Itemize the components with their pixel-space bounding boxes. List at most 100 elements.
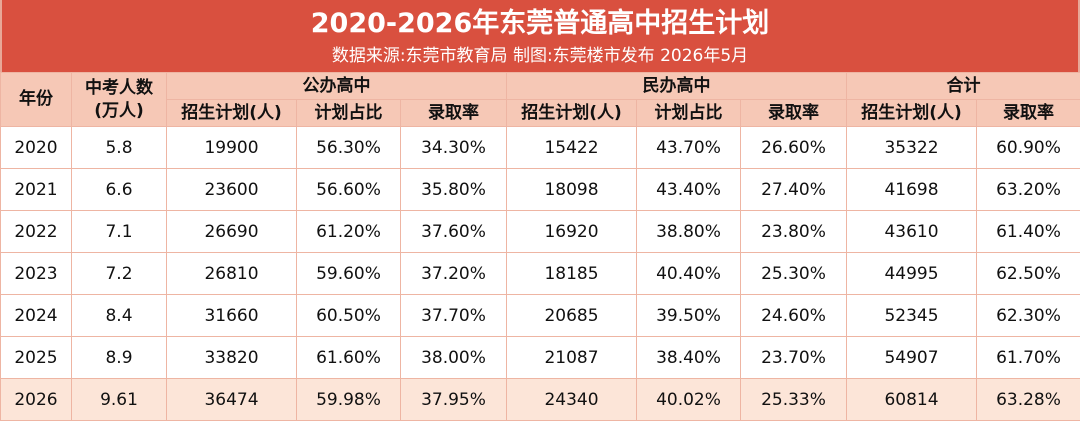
cell-private-plan: 21087 (506, 336, 637, 379)
cell-private-ratio: 38.40% (636, 336, 741, 379)
cell-private-ratio: 43.40% (636, 168, 741, 211)
cell-public-plan: 23600 (166, 168, 297, 211)
cell-private-rate: 25.30% (740, 252, 847, 295)
cell-exam-count: 8.9 (71, 336, 167, 379)
title-bar: 2020-2026年东莞普通高中招生计划 数据来源:东莞市教育局 制图:东莞楼市… (0, 0, 1080, 72)
header-private-rate: 录取率 (740, 99, 847, 127)
cell-public-rate: 38.00% (400, 336, 507, 379)
cell-exam-count: 8.4 (71, 294, 167, 337)
cell-total-plan: 52345 (846, 294, 977, 337)
header-public-rate: 录取率 (400, 99, 507, 127)
cell-total-rate: 63.28% (976, 378, 1080, 421)
cell-total-rate: 61.70% (976, 336, 1080, 379)
cell-total-plan: 54907 (846, 336, 977, 379)
cell-year: 2023 (0, 252, 72, 295)
cell-public-rate: 34.30% (400, 126, 507, 169)
header-public-ratio: 计划占比 (296, 99, 401, 127)
cell-private-plan: 16920 (506, 210, 637, 253)
cell-public-plan: 36474 (166, 378, 297, 421)
cell-exam-count: 6.6 (71, 168, 167, 211)
header-private-group: 民办高中 (506, 72, 847, 100)
enrollment-table: 年份 中考人数 (万人) 公办高中 民办高中 合计 招生计划(人) 计划占比 录… (0, 72, 1080, 421)
cell-exam-count: 9.61 (71, 378, 167, 421)
header-row-columns: 招生计划(人) 计划占比 录取率 招生计划(人) 计划占比 录取率 招生计划(人… (1, 99, 1080, 127)
cell-total-rate: 62.50% (976, 252, 1080, 295)
cell-public-ratio: 56.60% (296, 168, 401, 211)
cell-private-plan: 24340 (506, 378, 637, 421)
cell-total-rate: 61.40% (976, 210, 1080, 253)
cell-private-plan: 15422 (506, 126, 637, 169)
cell-private-rate: 23.70% (740, 336, 847, 379)
cell-private-ratio: 38.80% (636, 210, 741, 253)
cell-private-rate: 27.40% (740, 168, 847, 211)
cell-public-plan: 33820 (166, 336, 297, 379)
cell-private-ratio: 40.40% (636, 252, 741, 295)
cell-public-rate: 35.80% (400, 168, 507, 211)
header-total-rate: 录取率 (976, 99, 1080, 127)
table-row: 2025 8.9 33820 61.60% 38.00% 21087 38.40% 23.70… (0, 336, 1080, 379)
cell-private-rate: 24.60% (740, 294, 847, 337)
header-public-group: 公办高中 (166, 72, 507, 100)
source-subtitle: 数据来源:东莞市教育局 制图:东莞楼市发布 2026年5月 (331, 46, 749, 66)
header-exam-count-line2: (万人) (94, 100, 144, 121)
header-total-group: 合计 (846, 72, 1080, 100)
cell-private-plan: 18185 (506, 252, 637, 295)
cell-total-plan: 44995 (846, 252, 977, 295)
table-row: 2021 6.6 23600 56.60% 35.80% 18098 43.40% 27.40… (0, 168, 1080, 211)
cell-total-rate: 62.30% (976, 294, 1080, 337)
header-year: 年份 (0, 72, 72, 127)
cell-public-ratio: 56.30% (296, 126, 401, 169)
cell-private-ratio: 43.70% (636, 126, 741, 169)
cell-total-plan: 60814 (846, 378, 977, 421)
header-row-groups: 年份 中考人数 (万人) 公办高中 民办高中 合计 (0, 72, 1080, 127)
cell-private-ratio: 39.50% (636, 294, 741, 337)
cell-private-rate: 23.80% (740, 210, 847, 253)
cell-year: 2025 (0, 336, 72, 379)
header-exam-count: 中考人数 (万人) (71, 72, 167, 127)
page-title: 2020-2026年东莞普通高中招生计划 (310, 8, 770, 39)
cell-exam-count: 7.1 (71, 210, 167, 253)
cell-year: 2020 (0, 126, 72, 169)
cell-private-rate: 25.33% (740, 378, 847, 421)
table-row: 2022 7.1 26690 61.20% 37.60% 16920 38.80% 23.80… (0, 210, 1080, 253)
header-private-ratio: 计划占比 (636, 99, 741, 127)
cell-exam-count: 7.2 (71, 252, 167, 295)
cell-public-rate: 37.20% (400, 252, 507, 295)
cell-public-ratio: 59.98% (296, 378, 401, 421)
cell-public-ratio: 59.60% (296, 252, 401, 295)
cell-private-plan: 20685 (506, 294, 637, 337)
cell-public-ratio: 61.60% (296, 336, 401, 379)
table-row: 2023 7.2 26810 59.60% 37.20% 18185 40.40% 25.30… (0, 252, 1080, 295)
cell-public-plan: 26690 (166, 210, 297, 253)
cell-public-rate: 37.70% (400, 294, 507, 337)
cell-year: 2021 (0, 168, 72, 211)
header-exam-count-line1: 中考人数 (85, 77, 153, 98)
cell-public-plan: 19900 (166, 126, 297, 169)
cell-year: 2024 (0, 294, 72, 337)
cell-exam-count: 5.8 (71, 126, 167, 169)
cell-total-plan: 35322 (846, 126, 977, 169)
header-public-plan: 招生计划(人) (166, 99, 297, 127)
cell-total-plan: 43610 (846, 210, 977, 253)
cell-total-plan: 41698 (846, 168, 977, 211)
cell-public-rate: 37.60% (400, 210, 507, 253)
cell-year: 2022 (0, 210, 72, 253)
table-body: 2020 5.8 19900 56.30% 34.30% 15422 43.70% 26.60… (0, 126, 1080, 421)
cell-private-rate: 26.60% (740, 126, 847, 169)
table-row: 2024 8.4 31660 60.50% 37.70% 20685 39.50% 24.60… (0, 294, 1080, 337)
table-row: 2026 9.61 36474 59.98% 37.95% 24340 40.02% 25.3… (0, 378, 1080, 421)
header-total-plan: 招生计划(人) (846, 99, 977, 127)
cell-public-ratio: 61.20% (296, 210, 401, 253)
cell-private-plan: 18098 (506, 168, 637, 211)
cell-year: 2026 (0, 378, 72, 421)
cell-public-rate: 37.95% (400, 378, 507, 421)
table-row: 2020 5.8 19900 56.30% 34.30% 15422 43.70% 26.60… (0, 126, 1080, 169)
cell-total-rate: 63.20% (976, 168, 1080, 211)
cell-public-ratio: 60.50% (296, 294, 401, 337)
cell-total-rate: 60.90% (976, 126, 1080, 169)
cell-public-plan: 26810 (166, 252, 297, 295)
cell-private-ratio: 40.02% (636, 378, 741, 421)
cell-public-plan: 31660 (166, 294, 297, 337)
header-private-plan: 招生计划(人) (506, 99, 637, 127)
